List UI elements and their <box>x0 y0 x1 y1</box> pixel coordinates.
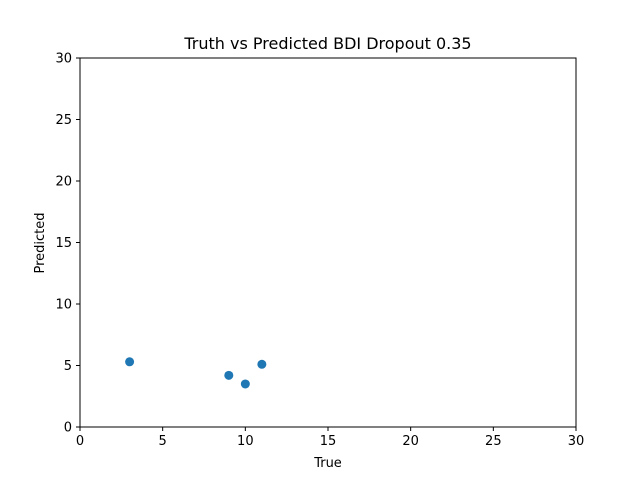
x-tick-label: 0 <box>76 434 84 449</box>
y-tick-label: 5 <box>64 359 72 374</box>
x-tick-label: 10 <box>237 434 254 449</box>
plot-frame <box>79 57 577 428</box>
x-axis: 0 5 10 15 20 25 30 <box>76 427 584 449</box>
data-point <box>257 359 267 369</box>
x-tick-label: 25 <box>485 434 502 449</box>
x-axis-label: True <box>313 456 342 471</box>
y-axis-label: Predicted <box>33 212 48 273</box>
x-tick-label: 30 <box>568 434 585 449</box>
chart-title: Truth vs Predicted BDI Dropout 0.35 <box>183 34 471 53</box>
y-tick-label: 10 <box>55 298 72 313</box>
y-axis: 0 5 10 15 20 25 30 <box>55 52 80 436</box>
y-tick-label: 15 <box>55 236 72 251</box>
data-point <box>125 357 135 367</box>
x-tick-label: 5 <box>159 434 167 449</box>
y-tick-label: 25 <box>55 113 72 128</box>
data-points <box>125 357 267 389</box>
y-tick-label: 30 <box>55 52 72 67</box>
data-point <box>240 379 250 389</box>
y-tick-label: 0 <box>64 421 72 436</box>
data-point <box>224 370 234 380</box>
x-tick-label: 15 <box>320 434 337 449</box>
x-tick-label: 20 <box>402 434 419 449</box>
y-tick-label: 20 <box>55 175 72 190</box>
